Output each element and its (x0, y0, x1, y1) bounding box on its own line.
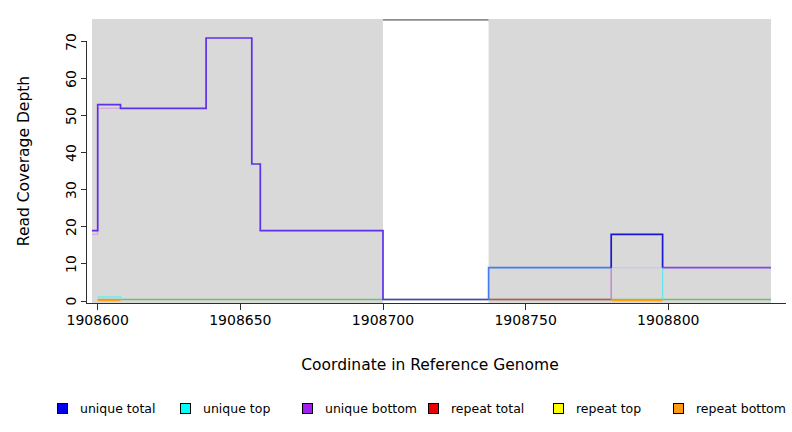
y-tick-label: 0 (63, 297, 79, 306)
y-tick-label: 40 (63, 144, 79, 162)
y-tick-label: 10 (63, 255, 79, 273)
legend-swatch-icon (553, 403, 564, 414)
y-tick-label: 60 (63, 70, 79, 88)
legend-swatch-icon (180, 403, 191, 414)
x-tick-label: 1908600 (67, 312, 129, 328)
legend-label: repeat top (576, 401, 641, 416)
y-tick-label: 30 (63, 181, 79, 199)
x-tick-label: 1908650 (209, 312, 271, 328)
legend-swatch-icon (428, 403, 439, 414)
legend-label: repeat total (451, 401, 524, 416)
legend-swatch-icon (673, 403, 684, 414)
legend-swatch-icon (302, 403, 313, 414)
legend-item-repeat-bottom: repeat bottom (673, 400, 786, 416)
y-tick-label: 50 (63, 107, 79, 125)
legend-item-unique-top: unique top (180, 400, 270, 416)
legend-item-repeat-total: repeat total (428, 400, 524, 416)
x-tick-label: 1908700 (352, 312, 414, 328)
y-tick-label: 20 (63, 218, 79, 236)
x-tick-label: 1908750 (494, 312, 556, 328)
shaded-region (489, 19, 771, 303)
y-axis-title: Read Coverage Depth (15, 76, 33, 246)
shaded-region (92, 19, 383, 303)
legend-label: unique top (203, 401, 270, 416)
legend-item-repeat-top: repeat top (553, 400, 641, 416)
legend-label: repeat bottom (696, 401, 786, 416)
legend-item-unique-total: unique total (57, 400, 155, 416)
legend-item-unique-bottom: unique bottom (302, 400, 417, 416)
legend-label: unique bottom (325, 401, 417, 416)
legend-swatch-icon (57, 403, 68, 414)
coverage-figure: 1908600 1908650 1908700 1908750 1908800 0 10 20… (0, 0, 792, 432)
x-axis-title: Coordinate in Reference Genome (301, 356, 558, 374)
x-tick-label: 1908800 (637, 312, 699, 328)
legend-label: unique total (80, 401, 155, 416)
y-tick-label: 70 (63, 33, 79, 51)
